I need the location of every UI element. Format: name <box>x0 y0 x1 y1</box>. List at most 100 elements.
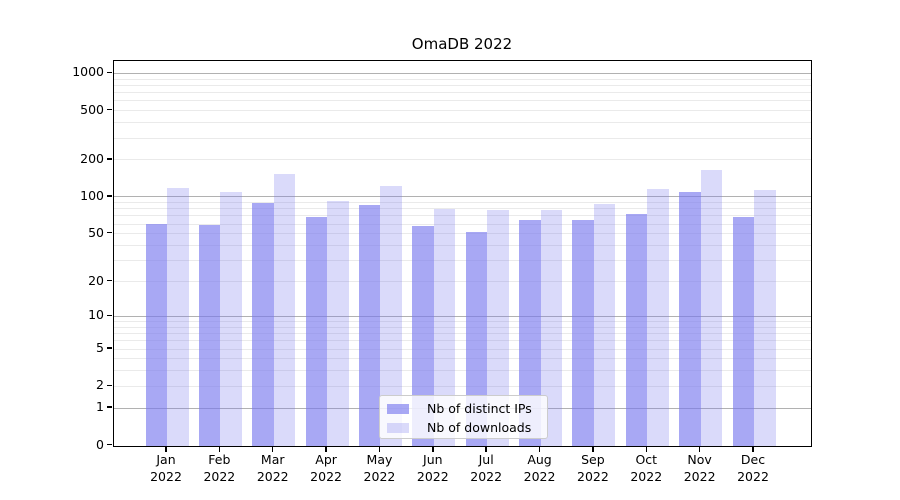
minor-gridline <box>114 370 811 372</box>
y-tick-label: 1000 <box>72 64 104 80</box>
minor-gridline <box>114 348 811 350</box>
x-tick-year: 2022 <box>470 468 503 484</box>
x-tick-label: Jun 2022 <box>401 452 465 485</box>
y-tick-label: 500 <box>80 101 104 117</box>
legend-item: Nb of downloads <box>387 418 547 437</box>
bar-downloads <box>433 209 456 446</box>
minor-gridline <box>114 159 811 161</box>
bar-downloads <box>487 210 509 446</box>
x-tick-label: May 2022 <box>347 452 411 485</box>
y-tick-mark <box>106 406 112 408</box>
bar-distinct-ips <box>412 226 434 446</box>
bar-distinct-ips <box>679 192 701 446</box>
minor-gridline <box>114 223 811 225</box>
x-tick-mark <box>698 446 701 452</box>
bar-distinct-ips <box>732 217 754 446</box>
bar-downloads <box>754 190 776 446</box>
bar-distinct-ips <box>145 223 167 446</box>
minor-gridline <box>114 260 811 262</box>
y-tick-mark <box>106 71 112 74</box>
y-tick-label: 10 <box>88 307 104 323</box>
y-tick-mark <box>106 384 112 387</box>
bar-distinct-ips <box>465 232 488 446</box>
minor-gridline <box>114 233 811 235</box>
bar-distinct-ips <box>358 204 381 446</box>
x-tick-month: Jun <box>423 452 443 467</box>
bar-downloads <box>540 210 563 446</box>
bar-distinct-ips <box>198 224 221 446</box>
y-tick-mark <box>106 443 112 446</box>
y-tick-label: 100 <box>80 187 104 203</box>
x-tick-label: Mar 2022 <box>241 452 305 485</box>
x-tick-mark <box>592 446 594 452</box>
x-tick-label: Jul 2022 <box>454 452 518 485</box>
y-tick-mark <box>106 232 112 234</box>
bar-downloads <box>647 188 669 446</box>
x-tick-year: 2022 <box>416 468 449 484</box>
minor-gridline <box>114 385 811 387</box>
minor-gridline <box>114 202 811 204</box>
x-tick-month: Jan <box>156 452 176 467</box>
y-tick-mark <box>106 279 112 282</box>
y-tick-mark <box>106 158 112 160</box>
y-tick-mark <box>106 314 112 317</box>
x-tick-year: 2022 <box>363 468 396 484</box>
x-tick-label: Nov 2022 <box>668 452 732 485</box>
x-tick-month: Nov <box>687 452 712 467</box>
x-tick-month: May <box>366 452 393 467</box>
x-tick-label: Aug 2022 <box>508 452 572 485</box>
legend-swatch-distinct-ips <box>387 403 409 414</box>
x-tick-label: Jan 2022 <box>134 452 198 485</box>
minor-gridline <box>114 137 811 139</box>
x-tick-month: Aug <box>527 452 552 467</box>
x-tick-mark <box>432 446 434 452</box>
x-tick-mark <box>165 446 167 452</box>
x-tick-month: Sep <box>581 452 605 467</box>
major-gridline <box>114 315 811 317</box>
x-tick-year: 2022 <box>310 468 342 484</box>
y-tick-label: 1 <box>96 399 104 415</box>
minor-gridline <box>114 358 811 360</box>
legend-label: Nb of downloads <box>427 420 532 435</box>
y-tick-label: 200 <box>80 150 104 166</box>
x-tick-mark <box>272 446 274 452</box>
x-tick-mark <box>378 446 381 452</box>
y-tick-mark <box>106 109 112 111</box>
y-tick-label: 2 <box>96 377 104 393</box>
bar-downloads <box>273 174 296 446</box>
major-gridline <box>114 196 811 198</box>
x-tick-mark <box>218 446 221 452</box>
x-tick-year: 2022 <box>630 468 663 484</box>
y-tick-label: 0 <box>96 436 104 452</box>
x-tick-label: Sep 2022 <box>561 452 625 485</box>
plot-area: Nb of distinct IPs Nb of downloads <box>113 60 812 447</box>
x-tick-label: Dec 2022 <box>721 452 785 485</box>
x-tick-label: Oct 2022 <box>614 452 678 485</box>
minor-gridline <box>114 281 811 283</box>
x-tick-mark <box>485 446 487 452</box>
bar-downloads <box>220 192 242 446</box>
x-tick-month: Oct <box>635 452 658 467</box>
minor-gridline <box>114 84 811 86</box>
minor-gridline <box>114 100 811 102</box>
bar-downloads <box>593 203 616 446</box>
legend-item: Nb of distinct IPs <box>387 399 547 418</box>
minor-gridline <box>114 245 811 246</box>
bar-distinct-ips <box>252 202 274 446</box>
x-tick-label: Apr 2022 <box>294 452 358 485</box>
legend-label: Nb of distinct IPs <box>427 401 532 416</box>
bar-distinct-ips <box>305 217 328 446</box>
x-tick-month: Feb <box>208 452 231 467</box>
minor-gridline <box>114 92 811 94</box>
legend-swatch-downloads <box>387 422 409 433</box>
chart-title: OmaDB 2022 <box>411 35 513 53</box>
y-tick-mark <box>106 195 112 197</box>
x-tick-mark <box>325 446 327 452</box>
legend: Nb of distinct IPs Nb of downloads <box>379 395 548 439</box>
minor-gridline <box>114 110 811 112</box>
x-tick-year: 2022 <box>577 468 609 484</box>
x-tick-label: Feb 2022 <box>187 452 251 485</box>
minor-gridline <box>114 340 811 342</box>
minor-gridline <box>114 326 811 328</box>
